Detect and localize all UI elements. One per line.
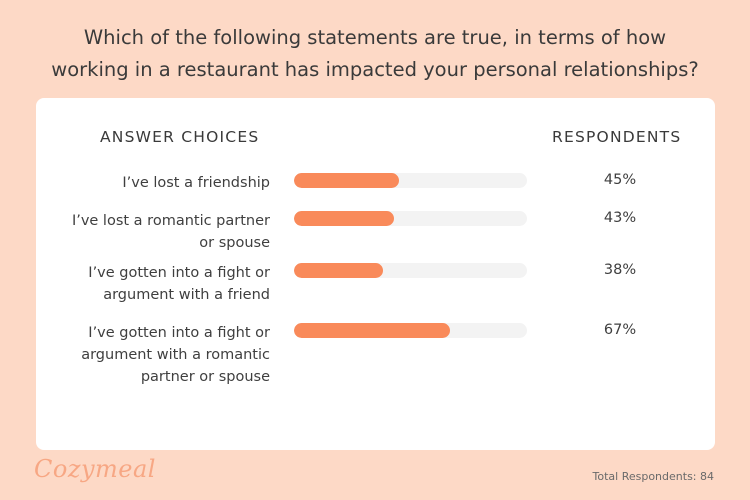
bar-value-label: 45% [603, 172, 637, 188]
answer-choices-header: ANSWER CHOICES [100, 128, 260, 146]
respondents-header: RESPONDENTS [552, 128, 682, 146]
bar-value-label: 43% [603, 210, 637, 226]
bar-label-line: I’ve gotten into a fight or [88, 325, 270, 341]
bar-label-line: I’ve lost a romantic partner [71, 213, 270, 229]
bar [294, 211, 395, 226]
bar-label-line: I’ve gotten into a fight or [88, 265, 270, 281]
bar-label-line: partner or spouse [140, 369, 270, 385]
bar-label: I’ve gotten into a fight or argument with… [10, 322, 270, 388]
bar [294, 263, 383, 278]
bar-value-label: 67% [603, 322, 637, 338]
bar [294, 173, 399, 188]
total-respondents: Total Respondents: 84 [592, 470, 714, 483]
bar-track [294, 323, 527, 338]
chart-title-line-2: working in a restaurant has impacted you… [51, 58, 699, 81]
chart-title-line-1: Which of the following statements are tr… [83, 26, 667, 49]
bar-label-line: I’ve lost a friendship [122, 175, 270, 191]
bar-label-line: argument with a friend [103, 287, 270, 303]
bar-track [294, 263, 527, 278]
bar-label: I’ve gotten into a fight or argument with… [10, 262, 270, 306]
bar-value-label: 38% [603, 262, 637, 278]
bar-label-line: argument with a romantic [81, 347, 270, 363]
cozymeal-logo: Cozymeal [34, 455, 156, 483]
chart-title: Which of the following statements are tr… [20, 22, 730, 86]
bar-label-line: or spouse [199, 235, 270, 251]
bar-label: I’ve lost a romantic partner or spouse [10, 210, 270, 254]
bar-track [294, 211, 527, 226]
bar [294, 323, 451, 338]
bar-label: I’ve lost a friendship [10, 172, 270, 194]
bar-track [294, 173, 527, 188]
